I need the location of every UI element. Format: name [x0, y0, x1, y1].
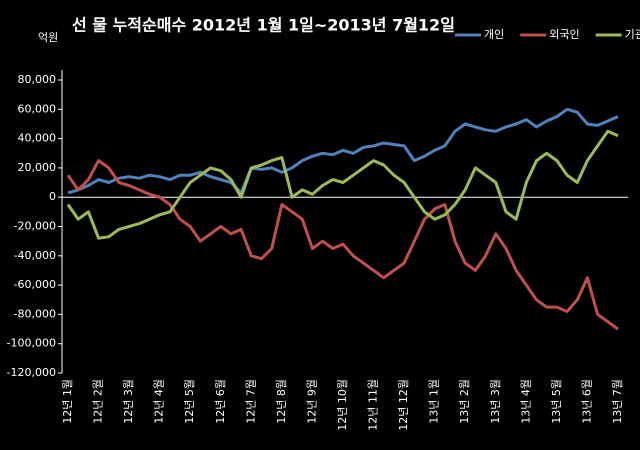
legend-label: 개인: [484, 28, 504, 41]
y-tick-label: -120,000: [7, 366, 56, 379]
x-tick-label: 12년 2월: [92, 379, 105, 424]
chart-title: 선 물 누적순매수 2012년 1월 1일~2013년 7월12일: [72, 16, 455, 35]
y-tick-label: 20,000: [18, 161, 57, 174]
y-tick-label: -40,000: [14, 249, 56, 262]
x-tick-label: 12년 10월: [336, 379, 349, 431]
y-tick-label: -80,000: [14, 307, 56, 320]
y-tick-label: 60,000: [18, 102, 57, 115]
x-tick-label: 12년 11월: [367, 379, 380, 431]
legend-label: 기관: [625, 28, 640, 41]
x-tick-label: 12년 5월: [183, 379, 196, 424]
y-tick-label: -20,000: [14, 220, 56, 233]
x-tick-label: 12년 3월: [122, 379, 135, 424]
series-line: [67, 107, 619, 195]
y-tick-label: 0: [49, 190, 56, 203]
y-tick-label: -60,000: [14, 278, 56, 291]
x-tick-label: 13년 1월: [428, 379, 441, 424]
x-tick-label: 13년 7월: [611, 379, 624, 424]
x-tick-label: 12년 6월: [214, 379, 227, 424]
legend-label: 외국인: [549, 28, 579, 41]
x-tick-label: 12년 8월: [275, 379, 288, 424]
x-tick-label: 13년 2월: [458, 379, 471, 424]
x-tick-label: 12년 1월: [61, 379, 74, 424]
x-tick-label: 13년 4월: [519, 379, 532, 424]
x-tick-label: 12년 4월: [153, 379, 166, 424]
x-tick-label: 12년 9월: [305, 379, 318, 424]
x-tick-label: 12년 12월: [397, 379, 410, 431]
series-line: [66, 129, 619, 240]
x-tick-label: 13년 6월: [580, 379, 593, 424]
x-tick-label: 13년 3월: [489, 379, 502, 424]
x-tick-label: 12년 7월: [244, 379, 257, 424]
y-tick-label: 80,000: [18, 73, 57, 86]
series-line: [66, 159, 619, 331]
y-axis-label: 억원: [38, 31, 58, 44]
y-tick-label: 40,000: [18, 132, 57, 145]
x-tick-label: 13년 5월: [550, 379, 563, 424]
y-tick-label: -100,000: [7, 337, 56, 350]
